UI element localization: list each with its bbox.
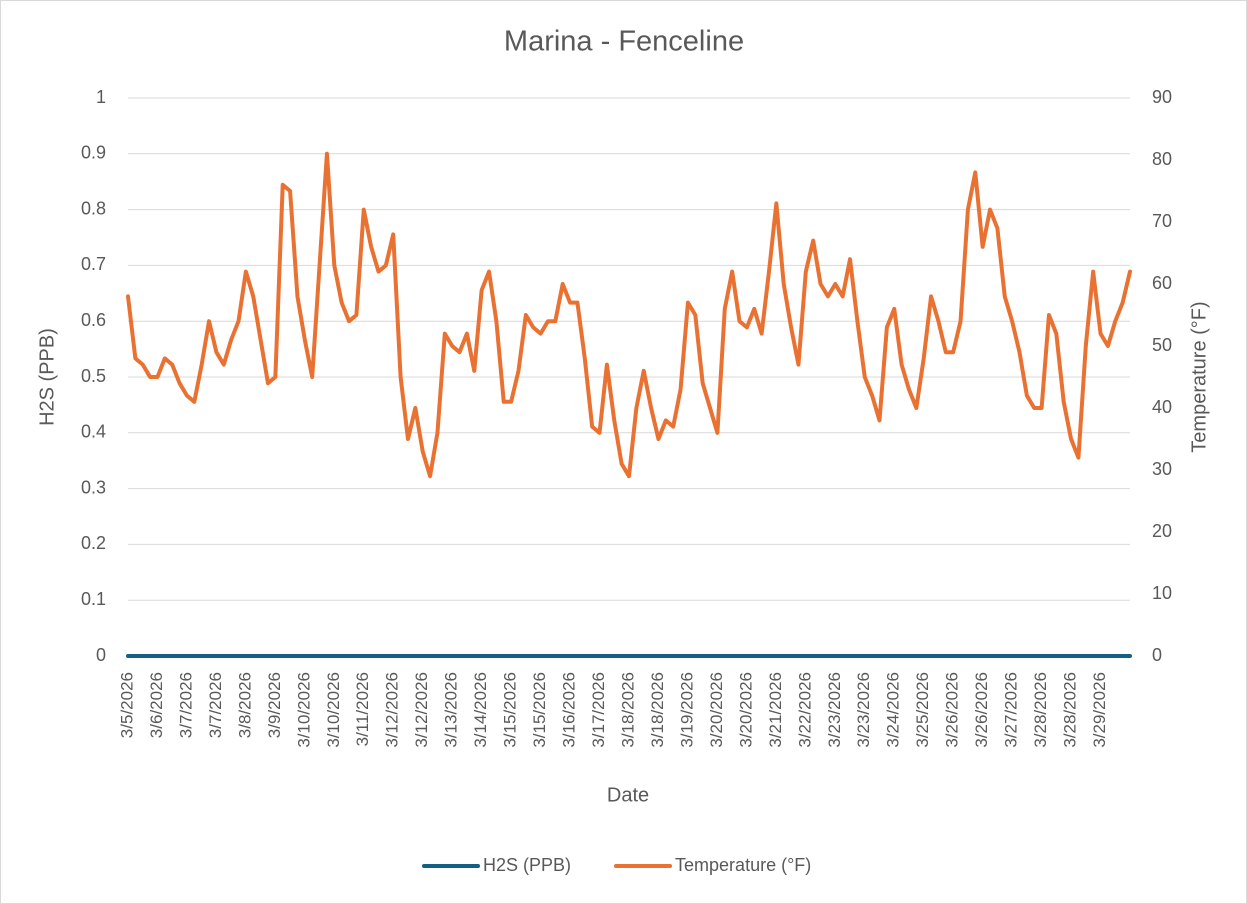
x-tick-label: 3/14/2026 xyxy=(471,672,490,748)
x-tick-label: 3/16/2026 xyxy=(560,672,579,748)
x-tick-label: 3/25/2026 xyxy=(913,672,932,748)
x-tick-label: 3/23/2026 xyxy=(825,672,844,748)
x-tick-label: 3/5/2026 xyxy=(117,672,136,738)
x-tick-label: 3/26/2026 xyxy=(943,672,962,748)
y2-tick-label: 10 xyxy=(1152,583,1172,603)
x-tick-label: 3/19/2026 xyxy=(677,672,696,748)
y-tick-label: 0.5 xyxy=(81,366,106,386)
y-tick-label: 0 xyxy=(96,645,106,665)
y2-tick-label: 20 xyxy=(1152,521,1172,541)
x-tick-label: 3/22/2026 xyxy=(795,672,814,748)
y2-tick-label: 40 xyxy=(1152,397,1172,417)
y2-tick-label: 90 xyxy=(1152,87,1172,107)
y2-tick-label: 30 xyxy=(1152,459,1172,479)
x-tick-label: 3/6/2026 xyxy=(147,672,166,738)
y2-tick-label: 50 xyxy=(1152,335,1172,355)
x-axis-title: Date xyxy=(607,784,649,806)
y-tick-label: 0.1 xyxy=(81,589,106,609)
y2-tick-label: 0 xyxy=(1152,645,1162,665)
x-tick-label: 3/12/2026 xyxy=(383,672,402,748)
x-tick-label: 3/27/2026 xyxy=(1002,672,1021,748)
x-tick-label: 3/15/2026 xyxy=(530,672,549,748)
x-tick-label: 3/10/2026 xyxy=(324,672,343,748)
y-tick-label: 1 xyxy=(96,87,106,107)
x-tick-label: 3/17/2026 xyxy=(589,672,608,748)
x-tick-label: 3/12/2026 xyxy=(412,672,431,748)
x-tick-label: 3/13/2026 xyxy=(442,672,461,748)
x-tick-label: 3/18/2026 xyxy=(648,672,667,748)
x-tick-label: 3/9/2026 xyxy=(265,672,284,738)
x-tick-label: 3/10/2026 xyxy=(294,672,313,748)
x-tick-label: 3/28/2026 xyxy=(1031,672,1050,748)
x-tick-label: 3/18/2026 xyxy=(618,672,637,748)
chart-title: Marina - Fenceline xyxy=(504,26,744,58)
series-line xyxy=(126,151,1132,479)
x-tick-label: 3/23/2026 xyxy=(854,672,873,748)
x-tick-label: 3/20/2026 xyxy=(707,672,726,748)
x-tick-label: 3/15/2026 xyxy=(501,672,520,748)
x-tick-label: 3/7/2026 xyxy=(206,672,225,738)
x-tick-label: 3/20/2026 xyxy=(736,672,755,748)
x-tick-label: 3/26/2026 xyxy=(972,672,991,748)
y-axis-title: H2S (PPB) xyxy=(36,328,58,426)
x-tick-label: 3/11/2026 xyxy=(353,672,372,746)
y-tick-label: 0.9 xyxy=(81,143,106,163)
y2-axis-title: Temperature (°F) xyxy=(1188,301,1210,452)
x-tick-label: 3/8/2026 xyxy=(235,672,254,738)
y-tick-label: 0.7 xyxy=(81,254,106,274)
legend-label: H2S (PPB) xyxy=(483,855,571,875)
x-tick-label: 3/24/2026 xyxy=(884,672,903,748)
y-tick-label: 0.4 xyxy=(81,422,106,442)
x-tick-label: 3/21/2026 xyxy=(766,672,785,748)
y2-tick-label: 70 xyxy=(1152,211,1172,231)
y-tick-label: 0.6 xyxy=(81,310,106,330)
y-tick-label: 0.8 xyxy=(81,198,106,218)
legend-label: Temperature (°F) xyxy=(675,855,811,875)
x-tick-label: 3/28/2026 xyxy=(1061,672,1080,748)
x-tick-label: 3/7/2026 xyxy=(176,672,195,738)
y2-tick-label: 60 xyxy=(1152,273,1172,293)
y-tick-label: 0.3 xyxy=(81,477,106,497)
y2-tick-label: 80 xyxy=(1152,149,1172,169)
x-tick-label: 3/29/2026 xyxy=(1090,672,1109,748)
y-tick-label: 0.2 xyxy=(81,533,106,553)
